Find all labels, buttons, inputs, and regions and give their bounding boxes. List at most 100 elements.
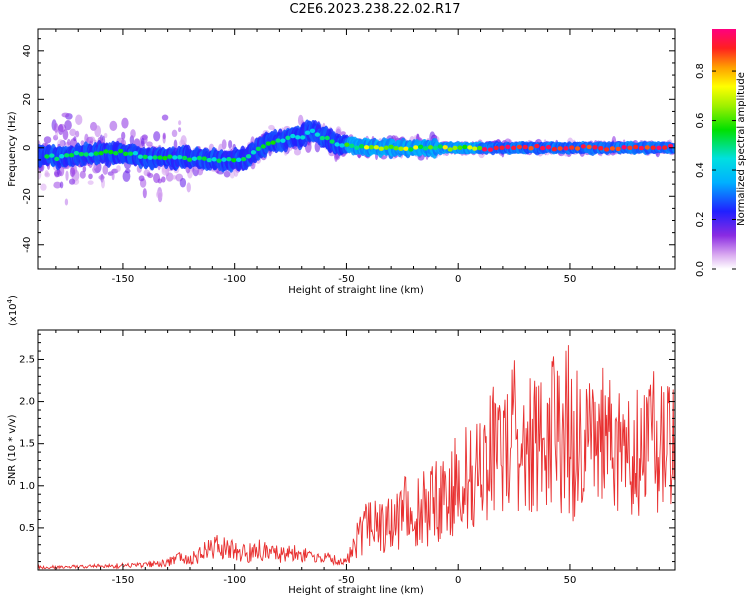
spectral-speckle [173,139,178,150]
y-tick-label: -40 [22,237,33,253]
spectral-peak [505,144,511,150]
spectral-peak [68,153,75,158]
spectral-peak [516,144,523,150]
spectral-peak [304,130,311,135]
y-tick-label: 0.5 [19,523,35,534]
snr-multiplier-label: (x104) [6,295,19,326]
spectral-peak [388,144,394,150]
colorbar-tick-label: 0.2 [695,212,706,228]
spectral-speckle [161,176,166,183]
spectral-peak [329,139,335,144]
spectral-peak [137,154,143,159]
x-tick-label: 0 [455,274,461,285]
spectral-peak [231,157,237,163]
spectral-peak [162,155,168,161]
x-tick-label: -150 [112,575,135,586]
spectral-peak [206,157,212,163]
spectral-speckle [147,172,154,179]
spectrogram-y-ticks: -40 -20 0 20 40 [22,38,675,270]
spectral-speckle [228,139,233,149]
spectral-peak [64,153,70,158]
spectral-peak [422,146,429,151]
spectral-peak [152,155,158,160]
spectral-peak [186,157,193,162]
spectral-peak [598,146,604,151]
spectral-peak [196,155,202,161]
spectral-peak [339,143,345,148]
colorbar: 0.0 0.2 0.4 0.6 0.8 Normalized spectral ampl… [695,29,747,277]
spectral-peak [633,144,639,150]
spectral-peak [359,144,365,149]
spectral-speckle [67,138,71,146]
spectral-speckle [186,182,191,193]
spectral-peak [334,142,340,147]
colorbar-tick-label: 0.4 [695,162,706,178]
snr-panel: -150 -100 -50 0 50 0.5 1.0 1.5 2.0 2.5 Height of… [6,295,676,596]
spectral-peak [78,151,84,157]
spectral-peak [522,144,528,150]
spectral-peak [481,147,488,152]
colorbar-ticks: 0.0 0.2 0.4 0.6 0.8 [695,63,736,277]
spectral-peak [545,144,552,150]
spectral-speckle [98,175,105,180]
spectral-speckle [62,129,69,141]
spectral-peak [182,155,188,161]
spectral-speckle [130,129,136,139]
y-tick-label: 1.5 [19,439,35,450]
multiplier-base: (x10 [8,303,19,326]
x-tick-label: 50 [564,274,577,285]
spectral-peak [177,155,183,160]
spectral-speckle [146,141,153,147]
spectral-speckle [88,173,93,180]
spectral-speckle [84,133,89,144]
spectral-peak [44,154,50,159]
spectral-peak [191,156,198,161]
spectral-peak [609,146,616,151]
spectral-peak [113,151,119,156]
spectral-speckle [165,172,174,182]
spectral-peak [487,147,493,152]
spectral-peak [615,146,621,152]
spectral-peak [295,135,301,140]
x-tick-label: 50 [564,575,577,586]
spectral-peak [511,145,517,151]
spectral-peak [314,132,320,137]
spectral-peak [324,135,330,141]
snr-series-line [38,345,675,570]
spectral-peak [363,145,370,150]
spectral-peak [127,151,134,156]
spectral-speckle [43,136,52,144]
spectral-speckle [103,132,108,139]
colorbar-tick-label: 0.0 [695,261,706,277]
spectral-peak [300,135,306,140]
multiplier-close: ) [8,295,19,299]
spectral-peak [319,135,325,141]
y-tick-label: 1.0 [19,481,35,492]
spectral-peak [408,147,414,152]
chart-title: C2E6.2023.238.22.02.R17 [289,2,461,17]
spectral-peak [132,151,139,156]
spectral-speckle [40,183,47,191]
spectral-peak [656,145,662,150]
y-tick-label: 2.0 [19,397,35,408]
spectrogram-y-axis-label: Frequency (Hz) [7,111,18,187]
spectral-peak [290,133,296,139]
spectral-peak [103,149,109,154]
spectral-peak [265,141,271,146]
spectral-peak [563,146,569,151]
spectral-peak [275,138,281,143]
spectral-peak [280,138,286,143]
spectral-peak [344,142,350,147]
spectral-peak [499,145,505,150]
spectral-peak [270,140,276,145]
spectral-speckle [178,127,182,133]
spectral-peak [216,158,222,163]
spectral-peak [245,154,252,159]
spectral-peak [73,150,80,156]
x-tick-label: -50 [338,575,354,586]
spectral-peak [457,145,463,150]
spectral-speckle [121,117,129,129]
spectrogram-panel: -150 -100 -50 0 50 -40 -20 0 20 40 Height of str… [7,28,676,296]
spectral-speckle [142,188,147,199]
spectral-peak [349,143,355,149]
